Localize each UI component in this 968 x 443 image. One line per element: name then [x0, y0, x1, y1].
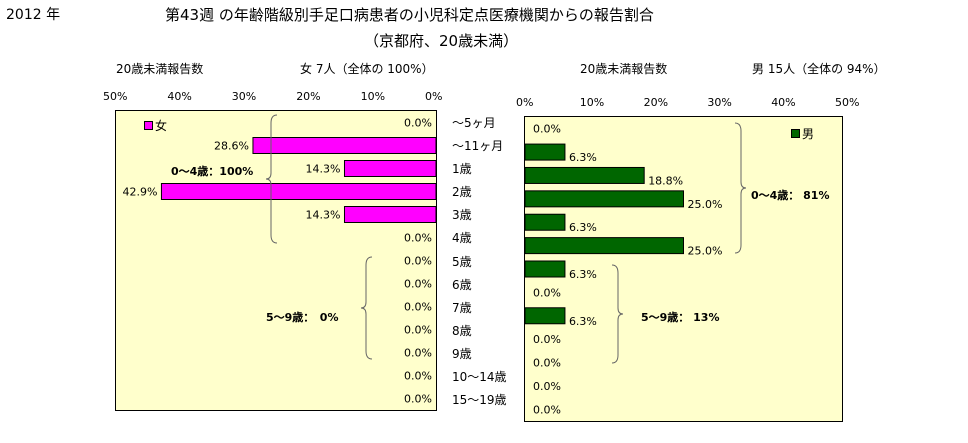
- female-legend-swatch: [144, 121, 153, 130]
- male-bar-value-label: 0.0%: [533, 380, 561, 393]
- female-bar-value-label: 0.0%: [404, 278, 432, 291]
- male-bar-value-label: 0.0%: [533, 286, 561, 299]
- male-brace-0-4: [734, 122, 747, 254]
- left-x-tick: 40%: [167, 90, 192, 103]
- female-bar-value-label: 0.0%: [404, 232, 432, 245]
- male-bar-value-label: 25.0%: [688, 245, 723, 258]
- male-bar-value-label: 0.0%: [533, 123, 561, 136]
- chart-title: 第43週 の年齢階級別手足口病患者の小児科定点医療機関からの報告割合: [165, 6, 654, 24]
- male-bar-value-label: 6.3%: [569, 151, 597, 164]
- left-x-tick: 10%: [360, 90, 386, 103]
- right-total-label: 男 15人（全体の 94%）: [752, 62, 886, 76]
- age-category-label: 10～14歳: [452, 370, 507, 385]
- male-bar-value-label: 6.3%: [569, 315, 597, 328]
- female-bar: [252, 137, 436, 154]
- female-bar-value-label: 28.6%: [214, 140, 249, 153]
- right-x-tick: 50%: [835, 96, 860, 109]
- male-bar: [525, 307, 566, 325]
- left-x-tick: 50%: [103, 90, 128, 103]
- female-bar: [343, 206, 436, 223]
- female-legend: 女: [144, 117, 167, 134]
- left-x-tick: 30%: [231, 90, 257, 103]
- male-legend-label: 男: [802, 127, 815, 141]
- chart-subtitle: （京都府、20歳未満）: [364, 32, 519, 50]
- left-total-label: 女 7人（全体の 100%）: [300, 62, 434, 76]
- male-bar: [525, 166, 645, 184]
- female-bar-value-label: 42.9%: [122, 186, 157, 199]
- female-brace-5-9: [360, 256, 373, 360]
- female-bar-value-label: 0.0%: [404, 347, 432, 360]
- male-bar-value-label: 18.8%: [648, 174, 683, 187]
- male-brace-5-9: [611, 264, 624, 364]
- male-bar: [525, 237, 684, 255]
- right-x-tick: 0%: [516, 96, 534, 109]
- age-category-label: 2歳: [452, 185, 472, 200]
- age-category-label: 3歳: [452, 208, 472, 223]
- male-legend-swatch: [791, 129, 800, 138]
- age-category-label: 4歳: [452, 231, 472, 246]
- year-label: 2012 年: [6, 7, 61, 23]
- female-bar-value-label: 14.3%: [306, 163, 341, 176]
- age-category-label: ～11ヶ月: [452, 138, 504, 153]
- age-category-label: 9歳: [452, 347, 472, 362]
- female-bar-value-label: 0.0%: [404, 393, 432, 406]
- right-x-tick: 10%: [579, 96, 605, 109]
- male-bars-layer: 0.0% 6.3% 18.8% 25.0% 6.3% 25.0% 6.3% 0.0% 6.3% 0…: [525, 122, 747, 416]
- right-count-label: 20歳未満報告数: [580, 62, 668, 76]
- female-brace-0-4: [265, 114, 278, 244]
- female-annotation-0-4: 0～4歳：100%: [171, 165, 254, 178]
- male-annotation-5-9: 5～9歳： 13%: [641, 311, 720, 324]
- male-plot-area: 男 0.0% 6.3% 18.8% 25.0% 6.3% 25.0% 6.3% 0.0% 6.3…: [524, 116, 843, 422]
- female-bar-value-label: 0.0%: [404, 301, 432, 314]
- age-category-label: 15～19歳: [452, 393, 507, 408]
- male-bar-value-label: 6.3%: [569, 268, 597, 281]
- female-bars-layer: 0.0% 28.6% 14.3% 42.9% 14.3% 0.0% 0.0% 0.0% 0.0%…: [122, 114, 436, 406]
- female-bar-value-label: 0.0%: [404, 324, 432, 337]
- female-bar-value-label: 14.3%: [306, 209, 341, 222]
- male-bar: [525, 213, 566, 231]
- left-x-tick: 0%: [425, 90, 443, 103]
- male-annotation-0-4: 0～4歳： 81%: [751, 189, 830, 202]
- age-category-label: ～5ヶ月: [452, 115, 496, 130]
- female-bar-value-label: 0.0%: [404, 117, 432, 130]
- left-x-tick: 20%: [296, 90, 321, 103]
- male-bar-value-label: 6.3%: [569, 221, 597, 234]
- right-x-tick: 30%: [707, 96, 732, 109]
- right-x-tick: 20%: [643, 96, 669, 109]
- male-legend: 男: [791, 125, 814, 142]
- age-category-label: 5歳: [452, 254, 472, 269]
- male-bar-value-label: 0.0%: [533, 357, 561, 370]
- female-bar-value-label: 0.0%: [404, 370, 432, 383]
- right-x-tick: 40%: [771, 96, 796, 109]
- male-bar-value-label: 25.0%: [688, 198, 723, 211]
- male-bar: [525, 260, 566, 278]
- age-category-label: 1歳: [452, 161, 472, 176]
- female-annotation-5-9: 5～9歳： 0%: [266, 311, 339, 324]
- female-bar-value-label: 0.0%: [404, 255, 432, 268]
- age-category-label: 6歳: [452, 277, 472, 292]
- female-bar: [343, 160, 436, 177]
- female-plot-area: 女 0.0% 28.6% 14.3% 42.9% 14.3% 0.0% 0.0% 0.0% 0.…: [115, 110, 437, 411]
- age-category-label: 7歳: [452, 300, 472, 315]
- age-category-label: 8歳: [452, 323, 472, 338]
- male-bar-value-label: 0.0%: [533, 403, 561, 416]
- left-count-label: 20歳未満報告数: [116, 62, 204, 76]
- female-bar: [160, 183, 436, 200]
- male-bar: [525, 143, 566, 161]
- male-bar: [525, 190, 684, 208]
- male-bar-value-label: 0.0%: [533, 333, 561, 346]
- female-legend-label: 女: [155, 119, 168, 133]
